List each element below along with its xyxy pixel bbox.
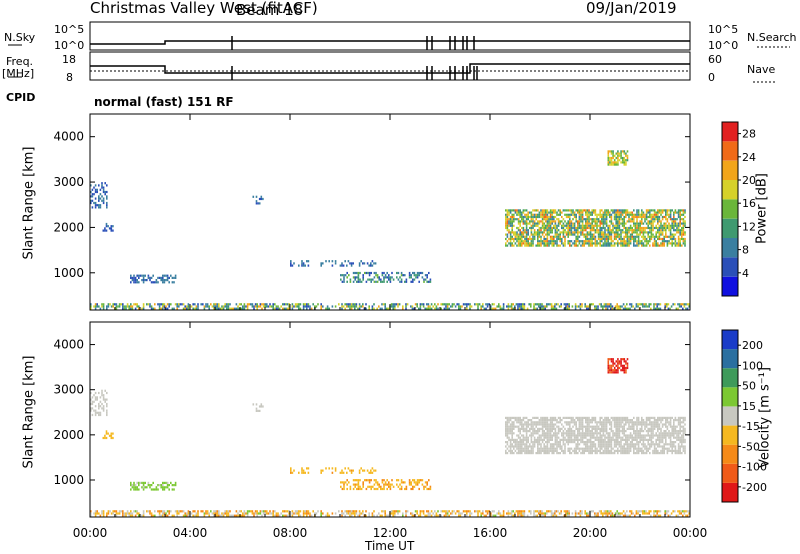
power-panel-colorbar-seg-8 [722, 122, 738, 142]
velocity-panel-data [90, 358, 690, 517]
power-panel-data [90, 150, 690, 310]
velocity-panel-cbtick-label-3: 15 [742, 400, 756, 413]
power-panel-cbtick-label-6: 28 [742, 128, 756, 141]
velocity-panel-colorbar-seg-6 [722, 368, 738, 388]
power-panel-colorbar-seg-2 [722, 238, 738, 258]
power-panel-ytick-label-0: 1000 [53, 266, 84, 280]
freq-tick-bottom: 8 [66, 71, 73, 84]
power-panel-colorbar-seg-5 [722, 180, 738, 200]
power-panel-cbtick-label-1: 8 [742, 244, 749, 257]
power-panel-ytick-label-1: 2000 [53, 220, 84, 234]
velocity-panel-cbtick-label-0: 200 [742, 339, 763, 352]
velocity-panel-xtick-label-2: 08:00 [273, 526, 308, 540]
freq-strip-frame [89, 51, 691, 81]
velocity-panel-cbtick-label-6: -100 [742, 461, 767, 474]
noise-trace [90, 40, 690, 45]
velocity-panel-colorbar-seg-3 [722, 425, 738, 445]
power-panel-cbtick-label-2: 12 [742, 220, 756, 233]
power-panel-colorbar-seg-4 [722, 199, 738, 219]
velocity-panel-cbtick-label-7: -200 [742, 481, 767, 494]
noise-tick-left-bottom: 10^0 [54, 39, 85, 52]
power-panel-colorbar-seg-7 [722, 141, 738, 161]
velocity-panel-colorbar-seg-5 [722, 387, 738, 407]
velocity-panel-ytick-label-2: 3000 [53, 383, 84, 397]
power-panel-colorbar-seg-1 [722, 257, 738, 277]
power-panel-ytick-label-2: 3000 [53, 175, 84, 189]
noise-tick-right-bottom: 10^0 [708, 39, 739, 52]
freq-label: Freq. [6, 55, 34, 68]
velocity-panel-xtick-label-1: 04:00 [173, 526, 208, 540]
velocity-panel-xtick-label-0: 00:00 [73, 526, 108, 540]
velocity-panel-ytick-label-1: 2000 [53, 428, 84, 442]
velocity-panel-colorbar-seg-2 [722, 444, 738, 464]
noise-tick-right-top: 10^5 [708, 23, 739, 36]
beam-label: Beam 18 [236, 1, 304, 19]
velocity-panel-colorbar-seg-1 [722, 463, 738, 483]
velocity-panel-cbtick-label-1: 100 [742, 359, 763, 372]
velocity-panel-colorbar-seg-7 [722, 349, 738, 369]
date-label: 09/Jan/2019 [586, 0, 677, 17]
velocity-panel-xtick-label-4: 16:00 [473, 526, 508, 540]
velocity-panel-cbtick-label-4: -15 [742, 420, 760, 433]
power-panel-colorbar-seg-3 [722, 218, 738, 238]
power-panel-cbtick-label-5: 24 [742, 151, 756, 164]
velocity-panel-colorbar-frame [721, 329, 739, 503]
power-panel-colorbar-frame [721, 121, 739, 297]
cpid-label: CPID [6, 91, 36, 104]
mode-label: normal (fast) 151 RF [94, 95, 234, 109]
nave-label: Nave [747, 63, 776, 76]
power-panel-cbtick-label-0: 4 [742, 267, 749, 280]
velocity-panel-cbtick-label-5: -50 [742, 440, 760, 453]
noise-strip-frame [89, 21, 691, 51]
mhz-label: [MHz] [2, 67, 35, 80]
velocity-panel-cbtick-label-2: 50 [742, 380, 756, 393]
x-axis-label: Time UT [365, 539, 415, 553]
freq-trace [90, 63, 690, 74]
velocity-panel-colorbar-seg-0 [722, 482, 738, 502]
velocity-panel-ytick-label-3: 4000 [53, 338, 84, 352]
velocity-panel-xtick-label-6: 00:00 [673, 526, 708, 540]
nave-tick-top: 60 [708, 53, 722, 66]
velocity-panel-xtick-label-3: 12:00 [373, 526, 408, 540]
velocity-panel-colorbar-seg-8 [722, 330, 738, 350]
velocity-panel-xtick-label-5: 20:00 [573, 526, 608, 540]
nsky-label: N.Sky [4, 31, 36, 44]
power-panel-colorbar-seg-6 [722, 160, 738, 180]
velocity-panel-colorbar-seg-4 [722, 406, 738, 426]
nave-tick-bottom: 0 [708, 71, 715, 84]
velocity-panel-ytick-label-0: 1000 [53, 473, 84, 487]
power-panel-cbtick-label-3: 16 [742, 197, 756, 210]
power-panel-cbtick-label-4: 20 [742, 174, 756, 187]
nsearch-label: N.Search [747, 31, 797, 44]
noise-tick-left-top: 10^5 [54, 23, 85, 36]
power-panel-ytick-label-3: 4000 [53, 130, 84, 144]
chart-title: Christmas Valley West (fitACF) [90, 0, 318, 17]
power-panel-colorbar-seg-0 [722, 276, 738, 296]
freq-tick-top: 18 [62, 53, 76, 66]
